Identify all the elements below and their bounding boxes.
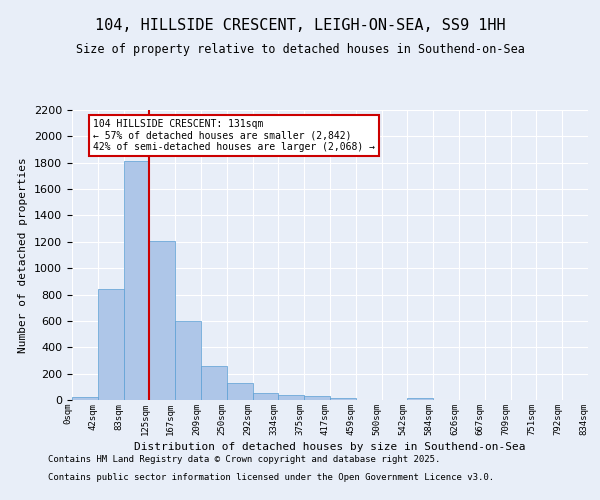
Y-axis label: Number of detached properties: Number of detached properties xyxy=(19,157,28,353)
Bar xyxy=(201,366,227,400)
Bar xyxy=(330,398,356,400)
Bar xyxy=(304,396,330,400)
Bar xyxy=(149,240,175,400)
Text: 104 HILLSIDE CRESCENT: 131sqm
← 57% of detached houses are smaller (2,842)
42% o: 104 HILLSIDE CRESCENT: 131sqm ← 57% of d… xyxy=(92,119,374,152)
Bar xyxy=(175,321,201,400)
Bar xyxy=(124,162,149,400)
Bar xyxy=(98,288,124,400)
Text: Size of property relative to detached houses in Southend-on-Sea: Size of property relative to detached ho… xyxy=(76,42,524,56)
Text: Contains HM Land Registry data © Crown copyright and database right 2025.: Contains HM Land Registry data © Crown c… xyxy=(48,455,440,464)
Bar xyxy=(72,396,98,400)
Bar xyxy=(407,398,433,400)
Bar xyxy=(253,394,278,400)
Bar xyxy=(278,394,304,400)
Bar xyxy=(227,383,253,400)
X-axis label: Distribution of detached houses by size in Southend-on-Sea: Distribution of detached houses by size … xyxy=(134,442,526,452)
Text: 104, HILLSIDE CRESCENT, LEIGH-ON-SEA, SS9 1HH: 104, HILLSIDE CRESCENT, LEIGH-ON-SEA, SS… xyxy=(95,18,505,32)
Text: Contains public sector information licensed under the Open Government Licence v3: Contains public sector information licen… xyxy=(48,472,494,482)
